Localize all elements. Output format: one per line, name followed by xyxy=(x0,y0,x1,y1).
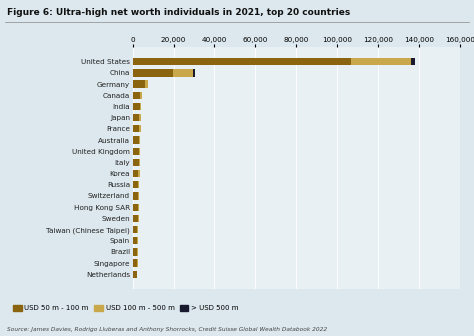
Bar xyxy=(133,215,137,222)
Bar xyxy=(133,237,137,244)
Bar xyxy=(133,226,137,233)
Bar xyxy=(138,170,139,177)
Bar xyxy=(138,181,139,188)
Bar xyxy=(133,69,173,77)
Bar xyxy=(133,259,137,267)
Bar xyxy=(138,204,139,211)
Bar xyxy=(410,58,415,65)
Bar xyxy=(133,248,137,256)
Bar xyxy=(133,148,139,155)
Bar xyxy=(351,58,410,65)
Bar xyxy=(139,148,140,155)
Bar xyxy=(140,92,142,99)
Text: Source: James Davies, Rodrigo Lluberas and Anthony Shorrocks, Credit Suisse Glob: Source: James Davies, Rodrigo Lluberas a… xyxy=(7,327,327,332)
Bar xyxy=(133,170,138,177)
Bar xyxy=(133,80,145,88)
Bar xyxy=(133,125,139,132)
Bar xyxy=(138,192,139,200)
Bar xyxy=(173,69,193,77)
Bar xyxy=(133,103,140,110)
Text: Figure 6: Ultra-high net worth individuals in 2021, top 20 countries: Figure 6: Ultra-high net worth individua… xyxy=(7,8,350,17)
Bar xyxy=(133,271,137,278)
Bar xyxy=(133,181,138,188)
Bar xyxy=(133,136,139,144)
Legend: USD 50 m - 100 m, USD 100 m - 500 m, > USD 500 m: USD 50 m - 100 m, USD 100 m - 500 m, > U… xyxy=(10,302,241,314)
Bar xyxy=(137,215,138,222)
Bar xyxy=(137,226,138,233)
Bar xyxy=(133,92,140,99)
Bar xyxy=(140,103,141,110)
Bar xyxy=(133,204,138,211)
Bar xyxy=(139,114,141,121)
Bar xyxy=(145,80,148,88)
Bar xyxy=(137,237,138,244)
Bar xyxy=(133,192,138,200)
Bar xyxy=(133,58,351,65)
Bar xyxy=(133,114,139,121)
Bar xyxy=(133,159,139,166)
Bar xyxy=(137,248,138,256)
Bar xyxy=(193,69,195,77)
Bar xyxy=(139,125,140,132)
Bar xyxy=(139,159,140,166)
Bar xyxy=(139,136,140,144)
